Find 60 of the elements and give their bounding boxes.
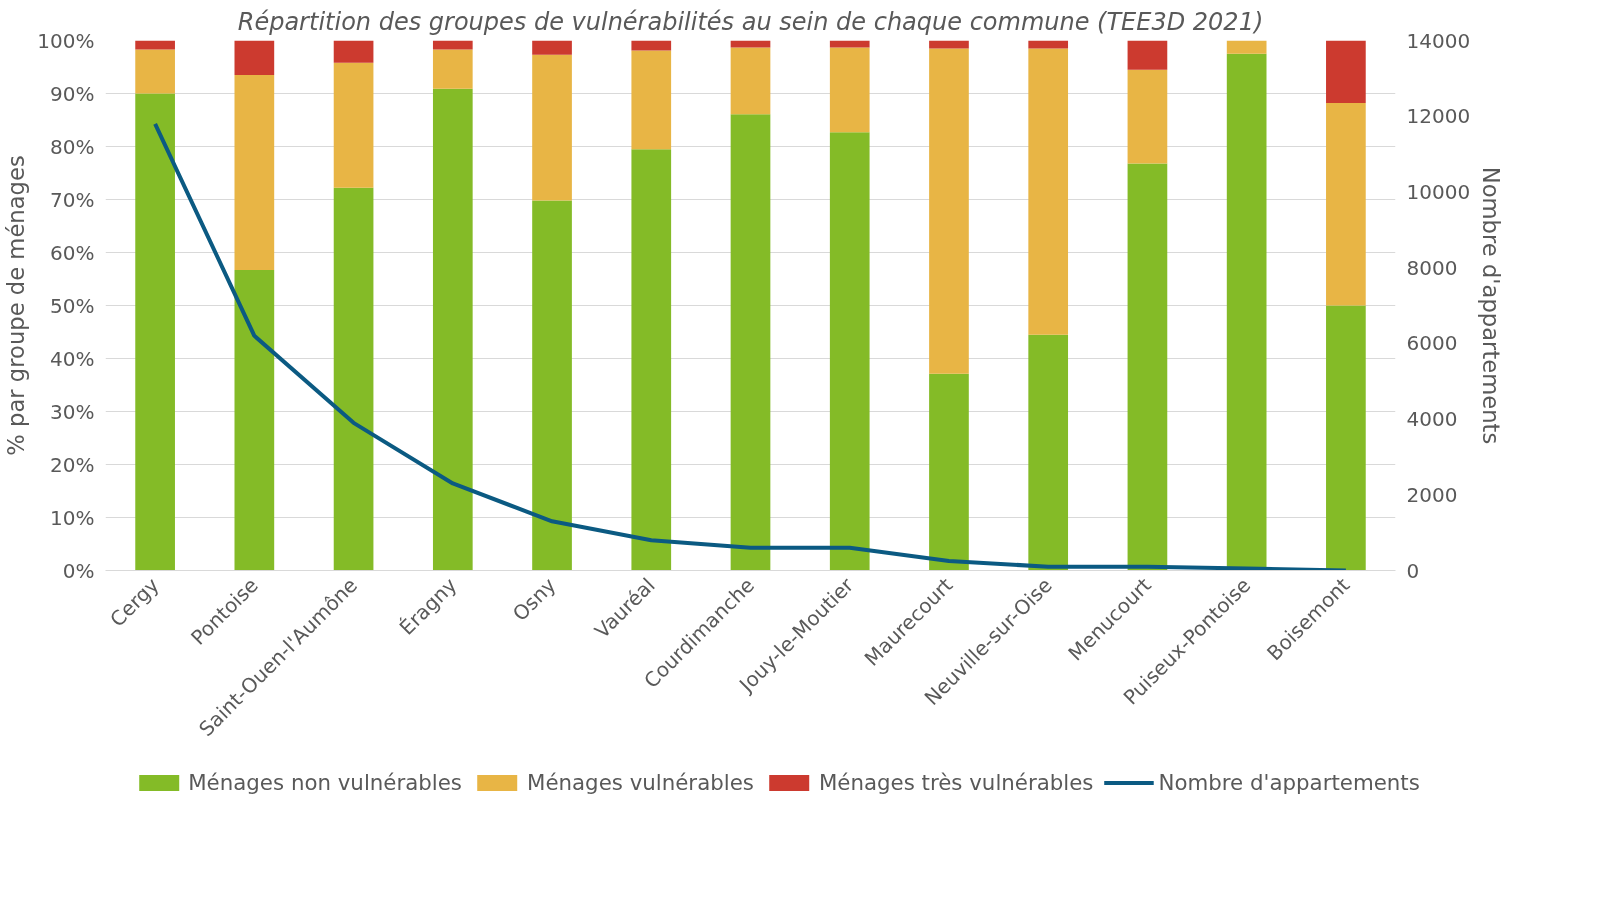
y2-tick-label: 8000 bbox=[1406, 255, 1458, 280]
bar bbox=[929, 48, 969, 374]
bar bbox=[730, 114, 771, 571]
y-axis-title: % par groupe de ménages bbox=[3, 155, 30, 456]
bar bbox=[333, 40, 374, 63]
bar bbox=[135, 40, 175, 50]
y2-tick-label: 14000 bbox=[1406, 28, 1471, 53]
bar bbox=[234, 74, 275, 270]
bar bbox=[631, 40, 672, 51]
y2-tick-label: 0 bbox=[1406, 558, 1420, 583]
bar bbox=[1326, 305, 1366, 571]
y2-tick-label: 10000 bbox=[1406, 179, 1471, 204]
y-tick-label: 60% bbox=[50, 240, 95, 265]
bar bbox=[532, 54, 572, 201]
bar bbox=[432, 49, 473, 89]
bar bbox=[929, 373, 969, 571]
y2-tick-label: 4000 bbox=[1406, 407, 1458, 432]
legend-label: Ménages très vulnérables bbox=[818, 769, 1094, 795]
bar bbox=[631, 50, 672, 150]
bar bbox=[829, 132, 870, 571]
bar bbox=[1127, 163, 1168, 571]
bar bbox=[1326, 40, 1366, 104]
bar bbox=[432, 88, 473, 571]
y2-axis-title: Nombre d'appartements bbox=[1478, 166, 1505, 445]
y-tick-label: 80% bbox=[50, 134, 95, 159]
line-series bbox=[153, 121, 1348, 571]
bar bbox=[1127, 40, 1168, 70]
y2-tick-label: 2000 bbox=[1406, 482, 1458, 507]
legend-label: Ménages non vulnérables bbox=[188, 769, 462, 795]
y-tick-label: 100% bbox=[37, 28, 95, 53]
bar bbox=[1028, 334, 1069, 571]
y-tick-label: 10% bbox=[50, 505, 95, 530]
bar bbox=[234, 40, 275, 75]
bar bbox=[829, 47, 870, 133]
y-tick-label: 90% bbox=[50, 81, 95, 106]
bar bbox=[532, 200, 572, 571]
bar bbox=[631, 149, 672, 571]
bar bbox=[1127, 69, 1168, 164]
bar bbox=[432, 40, 473, 50]
bar bbox=[1028, 48, 1069, 335]
bar bbox=[333, 187, 374, 571]
y-tick-label: 40% bbox=[50, 346, 95, 371]
y2-tick-label: 6000 bbox=[1406, 331, 1458, 356]
legend-label: Nombre d'appartements bbox=[1158, 769, 1420, 795]
legend-label: Ménages vulnérables bbox=[527, 769, 754, 795]
bar bbox=[1326, 103, 1366, 306]
y-tick-label: 70% bbox=[50, 187, 95, 212]
y-tick-label: 30% bbox=[50, 399, 95, 424]
bar bbox=[1226, 40, 1267, 54]
bar bbox=[333, 62, 374, 188]
bar bbox=[135, 93, 175, 571]
y-tick-label: 20% bbox=[50, 452, 95, 477]
y-tick-label: 50% bbox=[50, 293, 95, 318]
y2-tick-label: 12000 bbox=[1406, 104, 1471, 129]
bar bbox=[730, 47, 771, 115]
bar bbox=[532, 40, 572, 55]
bar bbox=[234, 269, 275, 571]
bar bbox=[135, 49, 175, 94]
chart-title: Répartition des groupes de vulnérabilités au sein de chaque commune (TEE3D 2021) bbox=[237, 7, 1264, 36]
y-tick-label: 0% bbox=[62, 558, 95, 583]
